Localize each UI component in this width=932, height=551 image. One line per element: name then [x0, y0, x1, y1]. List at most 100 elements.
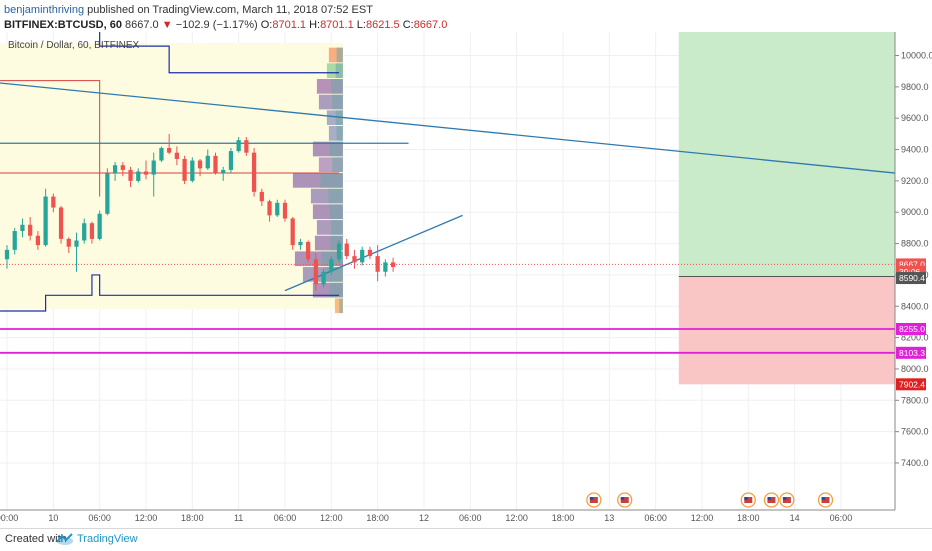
- candle: [136, 168, 141, 183]
- price-marker-label: 8255.0: [899, 324, 925, 334]
- time-tick-label: 11: [234, 513, 243, 523]
- candle-body: [290, 218, 295, 246]
- time-tick-label: 14: [790, 513, 800, 523]
- event-flag-icon: [817, 492, 834, 508]
- candle-body: [259, 191, 264, 202]
- candle: [4, 245, 10, 269]
- time-tick-label: 12:00: [691, 513, 714, 523]
- time-tick-label: 10: [48, 513, 58, 523]
- candle-body: [190, 160, 195, 181]
- candle-body: [82, 223, 87, 241]
- time-tick-label: 06:00: [88, 513, 111, 523]
- candle: [213, 152, 218, 175]
- candle-body: [167, 147, 172, 153]
- time-tick-label: 13: [604, 513, 614, 523]
- candle-body: [313, 259, 318, 285]
- candle-body: [236, 140, 241, 152]
- loss-zone: [678, 276, 895, 385]
- tradingview-brand[interactable]: TradingView: [77, 533, 138, 545]
- event-flag-canton: [744, 497, 748, 500]
- volume-profile-value-bar: [339, 298, 343, 314]
- price-marker-bg: [896, 272, 926, 285]
- candle-body: [97, 213, 102, 239]
- candle-body: [367, 249, 373, 257]
- volume-profile-value-bar: [332, 157, 343, 173]
- event-flag-canton: [767, 497, 771, 500]
- time-tick-label: 18:00: [366, 513, 389, 523]
- event-flag-icon: [779, 492, 795, 508]
- event-flag-icon: [617, 492, 633, 508]
- chart-title: Bitcoin / Dollar, 60, BITFINEX: [8, 40, 139, 51]
- volume-profile-value-bar: [329, 204, 343, 220]
- footer: Created with TradingView: [0, 528, 932, 551]
- candle: [120, 162, 125, 177]
- time-tick-label: 06:00: [459, 513, 482, 523]
- candle-body: [120, 165, 125, 170]
- candle-body: [275, 202, 280, 216]
- candle: [375, 245, 380, 282]
- candle: [66, 237, 71, 253]
- time-tick-label: 00:00: [0, 513, 18, 523]
- price-tick-label: 8400.0: [901, 301, 929, 311]
- last-price: 8667.0: [125, 19, 159, 31]
- time-tick-label: 06:00: [274, 513, 297, 523]
- candle: [228, 147, 234, 174]
- symbol-label: BITFINEX:BTCUSD, 60: [4, 19, 122, 31]
- candle-body: [182, 158, 187, 181]
- candle-body: [35, 235, 41, 246]
- candle-body: [205, 155, 210, 169]
- candle: [43, 188, 48, 247]
- candle: [267, 199, 272, 222]
- author-link[interactable]: benjaminthriving: [4, 4, 85, 16]
- price-tick-label: 9000.0: [901, 207, 929, 217]
- candle-body: [89, 223, 95, 239]
- candle: [321, 268, 326, 288]
- candle: [275, 199, 280, 217]
- price-marker-bg: [896, 378, 926, 391]
- open-value: 8701.1: [272, 19, 306, 31]
- candle: [329, 256, 334, 275]
- candle-body: [329, 259, 334, 272]
- event-flag-icon: [740, 492, 756, 508]
- candle: [290, 216, 295, 250]
- time-tick-label: 12:00: [320, 513, 343, 523]
- event-flag-icon: [586, 492, 602, 508]
- volume-profile-value-bar: [331, 79, 343, 94]
- candle: [151, 152, 156, 197]
- candle: [89, 221, 95, 244]
- candle: [167, 133, 172, 155]
- time-tick-label: 12:00: [505, 513, 528, 523]
- candle-body: [336, 243, 342, 260]
- symbol-line: BITFINEX:BTCUSD, 60 8667.0 ▼ −102.9 (−1.…: [4, 18, 447, 33]
- candle: [306, 240, 311, 263]
- price-change: −102.9 (−1.17%): [175, 19, 258, 31]
- candle-body: [352, 256, 357, 263]
- price-marker-label: 39:06: [899, 267, 921, 277]
- candle: [82, 218, 87, 244]
- candle: [35, 231, 41, 250]
- time-tick-label: 18:00: [737, 513, 760, 523]
- candle: [97, 210, 102, 241]
- red-level-line: [0, 80, 101, 197]
- price-tick-label: 9600.0: [901, 113, 929, 123]
- candle-body: [151, 160, 156, 175]
- trend-line: [0, 82, 896, 174]
- chart-area[interactable]: 7400.07600.07800.08000.08200.08400.08600…: [0, 32, 932, 528]
- time-tick-label: 12: [419, 513, 429, 523]
- published-text: published on TradingView.com, March 11, …: [87, 4, 373, 16]
- open-key: O:: [260, 19, 273, 31]
- price-chart[interactable]: 7400.07600.07800.08000.08200.08400.08600…: [0, 32, 932, 528]
- volume-profile-value-bar: [329, 282, 343, 298]
- time-tick-label: 12:00: [135, 513, 158, 523]
- candle-body: [128, 169, 133, 181]
- event-flag-stripes: [620, 497, 629, 503]
- candle: [112, 162, 118, 181]
- candle: [28, 216, 33, 241]
- time-tick-label: 06:00: [830, 513, 853, 523]
- event-flag-stripes: [767, 497, 776, 503]
- candle: [251, 147, 257, 197]
- candle: [51, 193, 56, 213]
- candle-body: [375, 256, 380, 272]
- candle: [58, 205, 64, 244]
- candle: [336, 240, 342, 263]
